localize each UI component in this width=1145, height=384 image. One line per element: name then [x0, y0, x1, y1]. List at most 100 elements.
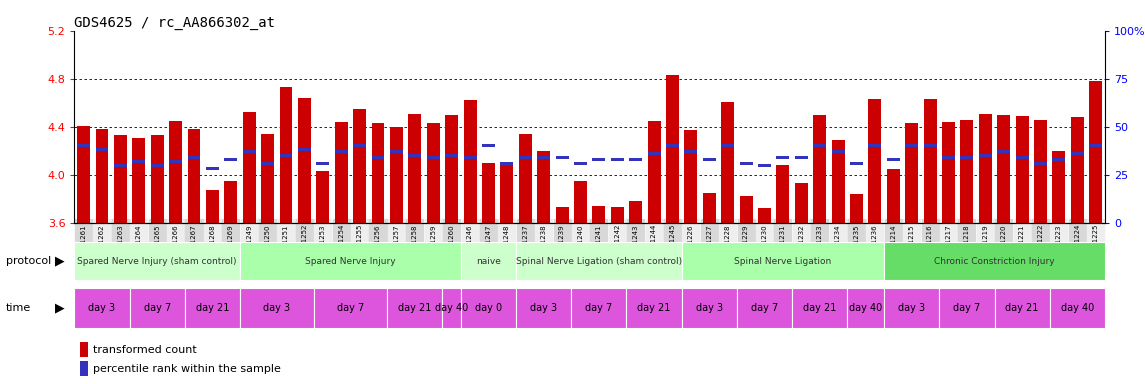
Bar — [906, 144, 918, 147]
Bar — [685, 150, 697, 153]
Bar — [151, 164, 164, 167]
Bar — [887, 169, 900, 223]
Text: day 7: day 7 — [143, 303, 171, 313]
Bar — [740, 196, 752, 223]
Text: day 0: day 0 — [475, 303, 502, 313]
Bar — [1052, 158, 1065, 161]
Bar — [80, 342, 88, 357]
Bar — [169, 121, 182, 223]
Bar — [80, 361, 88, 376]
Bar — [995, 288, 1050, 328]
Text: day 21: day 21 — [1005, 303, 1039, 313]
Bar — [685, 130, 697, 223]
Text: ▶: ▶ — [55, 302, 64, 314]
Bar — [721, 101, 734, 223]
Text: day 7: day 7 — [954, 303, 980, 313]
Bar — [831, 140, 845, 223]
Text: protocol: protocol — [6, 256, 52, 266]
Bar — [114, 164, 127, 167]
Bar — [279, 87, 292, 223]
Text: day 40: day 40 — [850, 303, 883, 313]
Bar — [1016, 116, 1028, 223]
Bar — [206, 190, 219, 223]
Bar — [942, 156, 955, 159]
Bar — [997, 115, 1010, 223]
Bar — [243, 150, 255, 153]
Bar — [737, 288, 792, 328]
Bar — [482, 163, 495, 223]
Text: percentile rank within the sample: percentile rank within the sample — [93, 364, 281, 374]
Bar — [795, 183, 807, 223]
Bar — [795, 156, 807, 159]
Bar — [592, 158, 606, 161]
Bar — [939, 288, 995, 328]
Bar — [445, 115, 458, 223]
Bar — [792, 288, 847, 328]
Bar — [813, 115, 827, 223]
Text: naive: naive — [476, 257, 500, 266]
Text: Spared Nerve Injury: Spared Nerve Injury — [305, 257, 396, 266]
Bar — [482, 144, 495, 147]
Bar — [133, 137, 145, 223]
Bar — [537, 156, 550, 159]
Text: day 3: day 3 — [696, 303, 722, 313]
Text: day 3: day 3 — [88, 303, 116, 313]
Bar — [961, 119, 973, 223]
Bar — [188, 156, 200, 159]
Bar — [850, 162, 863, 165]
Bar — [574, 162, 587, 165]
Bar — [188, 129, 200, 223]
Bar — [1050, 288, 1105, 328]
Bar — [666, 144, 679, 147]
Bar — [758, 208, 771, 223]
Bar — [316, 162, 330, 165]
Bar — [626, 288, 681, 328]
Bar — [95, 148, 109, 151]
Text: transformed count: transformed count — [93, 345, 197, 355]
Bar — [868, 99, 882, 223]
Bar — [740, 162, 752, 165]
Bar — [681, 288, 737, 328]
Bar — [1034, 119, 1047, 223]
Text: day 21: day 21 — [803, 303, 836, 313]
Bar — [519, 156, 531, 159]
Bar — [610, 158, 624, 161]
Bar — [884, 288, 939, 328]
Text: day 40: day 40 — [1060, 303, 1093, 313]
Bar — [314, 288, 387, 328]
Bar — [831, 150, 845, 153]
Text: ▶: ▶ — [55, 255, 64, 268]
Bar — [442, 288, 461, 328]
Text: day 21: day 21 — [638, 303, 671, 313]
Bar — [961, 156, 973, 159]
Bar — [630, 201, 642, 223]
Bar — [574, 181, 587, 223]
Bar — [979, 154, 992, 157]
Bar — [151, 135, 164, 223]
Bar — [519, 134, 531, 223]
Bar — [681, 242, 884, 280]
Bar — [353, 109, 366, 223]
Bar — [648, 121, 661, 223]
Bar — [372, 156, 385, 159]
Bar — [776, 165, 789, 223]
Bar — [500, 162, 513, 165]
Text: Spinal Nerve Ligation (sham control): Spinal Nerve Ligation (sham control) — [515, 257, 682, 266]
Bar — [1034, 162, 1047, 165]
Bar — [537, 151, 550, 223]
Bar — [592, 206, 606, 223]
Bar — [77, 126, 90, 223]
Bar — [924, 99, 937, 223]
Bar — [571, 288, 626, 328]
Bar — [776, 156, 789, 159]
Bar — [721, 144, 734, 147]
Bar — [298, 148, 311, 151]
Bar — [1071, 117, 1084, 223]
Bar — [279, 154, 292, 157]
Bar — [906, 123, 918, 223]
Bar — [334, 150, 348, 153]
Bar — [868, 144, 882, 147]
Text: day 7: day 7 — [585, 303, 613, 313]
Bar — [261, 134, 274, 223]
Bar — [813, 144, 827, 147]
